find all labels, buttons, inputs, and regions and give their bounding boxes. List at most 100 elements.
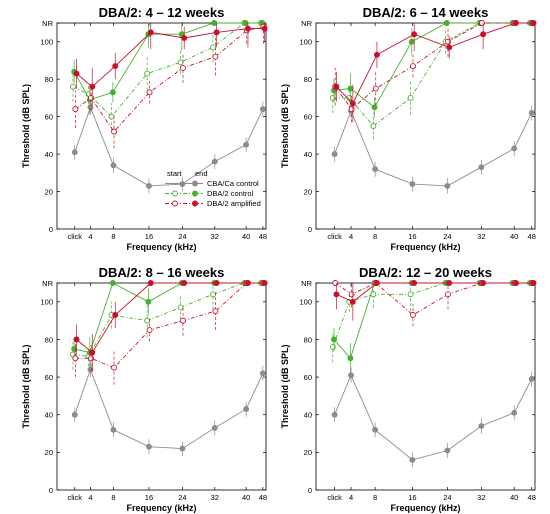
- data-point: [181, 280, 188, 286]
- data-point: [348, 291, 355, 298]
- series-line: [336, 22, 534, 105]
- data-point: [480, 31, 487, 38]
- x-tick-label: 8: [373, 232, 377, 241]
- x-tick-label: 24: [178, 493, 186, 502]
- y-tick-label: 80: [45, 335, 53, 344]
- series-dba-amplified-end: [333, 280, 537, 321]
- data-point: [411, 31, 418, 38]
- x-tick-label: click: [67, 493, 82, 502]
- data-point: [244, 25, 251, 32]
- data-point: [211, 158, 218, 165]
- chart-title: DBA/2: 6 – 14 weeks: [363, 5, 489, 20]
- y-tick-label: 0: [49, 225, 53, 234]
- data-point: [348, 372, 354, 379]
- x-tick-label: 8: [373, 493, 377, 502]
- data-point: [71, 149, 78, 156]
- x-axis-label: Frequency (kHz): [126, 503, 196, 513]
- x-tick-label: 4: [88, 493, 92, 502]
- y-tick-label: 100: [299, 298, 312, 307]
- data-point: [109, 89, 116, 96]
- series-line: [76, 282, 265, 354]
- y-tick-label: 80: [304, 75, 312, 84]
- legend-marker-end: [192, 180, 198, 187]
- x-tick-label: 8: [111, 493, 115, 502]
- series-line: [336, 282, 534, 303]
- data-point: [371, 104, 378, 111]
- data-point: [408, 38, 415, 45]
- data-point: [73, 336, 80, 343]
- data-point: [110, 162, 117, 169]
- data-point: [88, 355, 94, 362]
- data-point: [73, 70, 80, 77]
- data-point: [329, 344, 336, 350]
- data-point: [331, 151, 338, 158]
- x-tick-label: 48: [259, 232, 267, 241]
- data-point: [181, 35, 188, 41]
- x-tick-label: 40: [242, 493, 250, 502]
- data-point: [72, 355, 79, 362]
- x-tick-label: 32: [477, 232, 485, 241]
- data-point: [411, 280, 418, 286]
- series-line: [72, 22, 262, 118]
- data-point: [511, 409, 518, 416]
- y-tick-label: 20: [45, 448, 53, 457]
- x-tick-label: 16: [408, 493, 416, 502]
- x-tick-label: 48: [259, 493, 267, 502]
- data-point: [478, 164, 485, 171]
- series-dba-amplified-end: [73, 23, 268, 106]
- series-line: [334, 22, 533, 110]
- data-point: [177, 304, 184, 311]
- x-tick-label: click: [327, 493, 342, 502]
- y-axis-label: Threshold (dB SPL): [21, 84, 31, 168]
- data-point: [179, 181, 186, 188]
- data-point: [530, 20, 537, 26]
- data-point: [478, 423, 485, 429]
- x-axis-label: Frequency (kHz): [126, 242, 196, 252]
- x-tick-label: 32: [211, 493, 219, 502]
- data-point: [180, 64, 186, 71]
- y-tick-label: 40: [45, 411, 53, 420]
- y-axis-label: Threshold (dB SPL): [21, 345, 31, 429]
- series-cba-control: [71, 362, 266, 457]
- chart-title: DBA/2: 12 – 20 weeks: [359, 265, 492, 280]
- plot-frame: [315, 22, 536, 230]
- data-point: [110, 426, 117, 433]
- y-tick-label: 100: [40, 298, 53, 307]
- y-axis-label: Threshold (dB SPL): [280, 345, 290, 429]
- y-tick-label: NR: [42, 279, 53, 288]
- legend-label: DBA/2 amplified: [207, 199, 261, 208]
- y-tick-label: 20: [304, 448, 312, 457]
- data-point: [409, 181, 416, 188]
- data-point: [89, 349, 96, 356]
- data-point: [372, 85, 379, 92]
- data-point: [88, 94, 94, 101]
- data-point: [443, 20, 450, 26]
- data-point: [446, 44, 453, 51]
- chart-title: DBA/2: 4 – 12 weeks: [99, 5, 225, 20]
- data-point: [210, 44, 216, 51]
- y-tick-label: 0: [49, 486, 53, 495]
- y-tick-label: 100: [299, 38, 312, 47]
- series-line: [334, 374, 533, 461]
- x-tick-label: 40: [510, 493, 518, 502]
- x-tick-label: click: [67, 232, 82, 241]
- data-point: [72, 106, 79, 113]
- x-tick-label: 48: [528, 493, 536, 502]
- data-point: [147, 280, 154, 286]
- legend-header-start: start: [167, 169, 183, 178]
- data-point: [243, 141, 250, 148]
- data-point: [180, 317, 186, 324]
- y-tick-label: NR: [301, 19, 312, 28]
- data-point: [212, 53, 219, 60]
- data-point: [147, 29, 154, 36]
- data-point: [513, 20, 519, 26]
- data-point: [212, 308, 219, 315]
- y-tick-label: 60: [304, 373, 312, 382]
- data-point: [409, 456, 416, 463]
